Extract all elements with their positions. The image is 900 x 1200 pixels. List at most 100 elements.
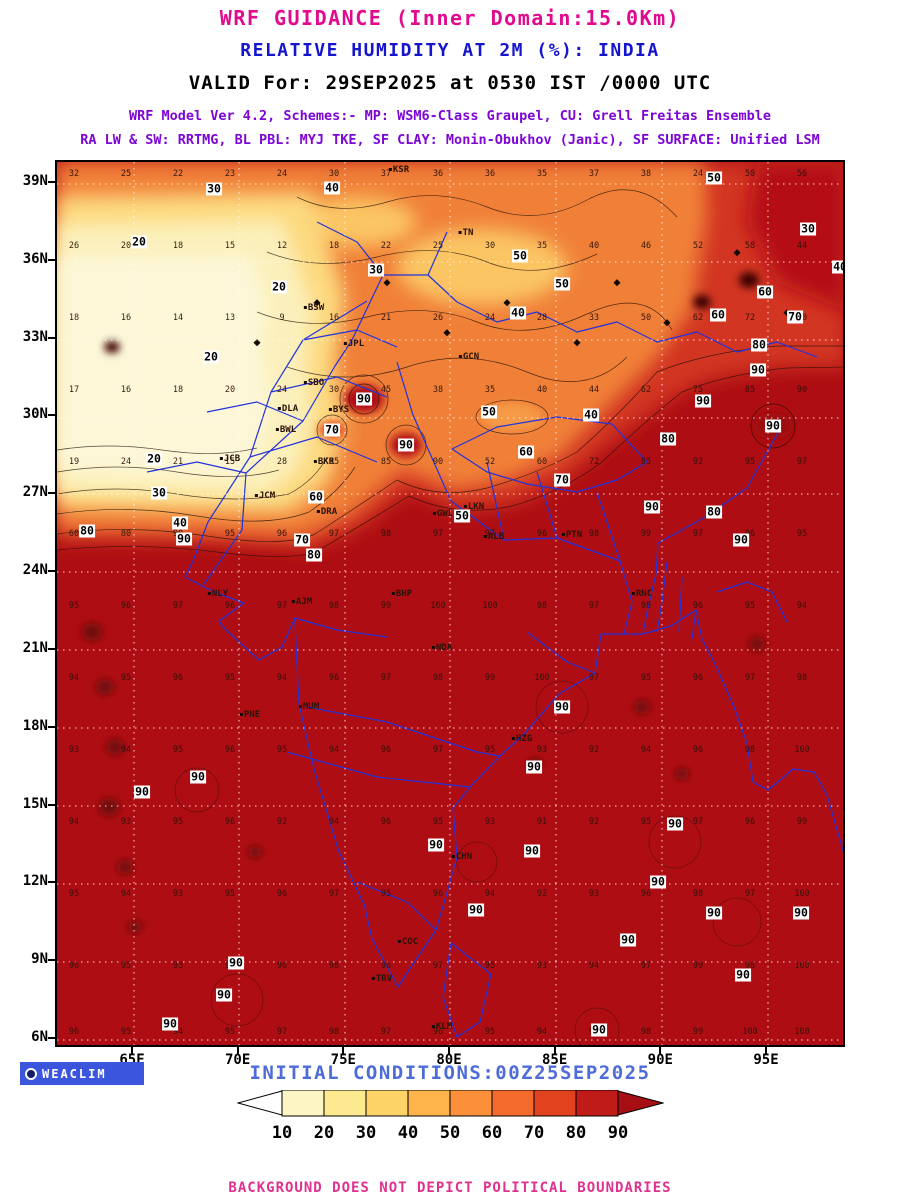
grid-point-value: 93 <box>68 745 80 755</box>
grid-point-value: 97 <box>432 745 444 755</box>
grid-point-value: 18 <box>172 385 184 395</box>
grid-point-value: 97 <box>692 529 704 539</box>
grid-point-value: 95 <box>796 529 808 539</box>
grid-point-value: 94 <box>536 1027 548 1037</box>
grid-point-value: 38 <box>640 169 652 179</box>
grid-point-value: 33 <box>588 313 600 323</box>
grid-point-value: 92 <box>692 457 704 467</box>
grid-point-value: 21 <box>172 457 184 467</box>
grid-point-value: 95 <box>640 673 652 683</box>
contour-label: 20 <box>131 234 147 249</box>
grid-point-value: 90 <box>796 385 808 395</box>
station-label: DRA <box>317 507 337 517</box>
grid-point-value: 93 <box>172 961 184 971</box>
grid-point-value: 18 <box>328 241 340 251</box>
grid-point-value: 100 <box>430 601 446 611</box>
colorbar-arrow-right <box>617 1090 664 1116</box>
grid-point-value: 97 <box>588 601 600 611</box>
grid-point-value: 19 <box>68 457 80 467</box>
grid-point-value: 95 <box>276 745 288 755</box>
grid-point-value: 20 <box>120 241 132 251</box>
grid-point-value: 20 <box>224 385 236 395</box>
field-black-patches <box>104 272 759 353</box>
colorbar-segment <box>575 1090 619 1117</box>
grid-point-value: 99 <box>796 817 808 827</box>
grid-point-value: 95 <box>120 1027 132 1037</box>
colorbar-tick-label: 10 <box>272 1123 292 1142</box>
colorbar-segment <box>407 1090 451 1117</box>
grid-point-value: 90 <box>432 457 444 467</box>
station-label: HZG <box>512 734 532 744</box>
lat-tick-mark <box>48 1037 55 1039</box>
grid-point-value: 56 <box>796 169 808 179</box>
grid-point-value: 38 <box>432 385 444 395</box>
grid-point-value: 96 <box>536 529 548 539</box>
grid-point-value: 97 <box>328 529 340 539</box>
grid-point-value: 99 <box>692 1027 704 1037</box>
station-label: BWL <box>276 425 296 435</box>
grid-point-value: 96 <box>432 1027 444 1037</box>
grid-point-value: 93 <box>172 889 184 899</box>
station-label: JCB <box>220 454 240 464</box>
grid-point-value: 98 <box>328 961 340 971</box>
kaveri-river <box>356 881 437 931</box>
grid-point-value: 96 <box>380 745 392 755</box>
contour-label: 90 <box>428 837 444 852</box>
grid-point-value: 99 <box>380 601 392 611</box>
grid-point-value: 26 <box>432 313 444 323</box>
grid-point-value: 26 <box>68 241 80 251</box>
station-label: NLY <box>208 589 228 599</box>
lat-tick-mark <box>48 181 55 183</box>
grid-point-value: 50 <box>744 169 756 179</box>
grid-point-value: 37 <box>588 169 600 179</box>
field-dark-maroon-blobs <box>82 623 765 933</box>
grid-point-value: 30 <box>328 385 340 395</box>
station-label: RNC <box>632 589 652 599</box>
grid-point-value: 95 <box>224 889 236 899</box>
contour-label: 90 <box>765 418 781 433</box>
contour-label: 40 <box>172 515 188 530</box>
humidity-colorbar: 10 20 30 40 50 60 70 80 90 <box>237 1090 664 1142</box>
grid-point-value: 94 <box>120 889 132 899</box>
page-title: WRF GUIDANCE (Inner Domain:15.0Km) <box>219 6 681 30</box>
grid-point-value: 98 <box>744 745 756 755</box>
grid-point-value: 100 <box>794 1027 810 1037</box>
contour-label: 70 <box>294 532 310 547</box>
colorbar-segment <box>449 1090 493 1117</box>
grid-point-value: 94 <box>120 745 132 755</box>
grid-point-value: 58 <box>744 241 756 251</box>
grid-point-value: 75 <box>692 385 704 395</box>
station-label: BYS <box>329 405 349 415</box>
contour-label: 50 <box>554 276 570 291</box>
grid-point-value: 96 <box>224 601 236 611</box>
grid-point-value: 94 <box>276 673 288 683</box>
grid-point-value: 23 <box>224 169 236 179</box>
grid-point-value: 96 <box>692 673 704 683</box>
peak-markers <box>253 249 791 347</box>
lon-tick-mark <box>131 1047 133 1054</box>
contour-label: 90 <box>356 391 372 406</box>
grid-point-value: 97 <box>744 673 756 683</box>
grid-point-value: 97 <box>432 529 444 539</box>
model-config-line1: WRF Model Ver 4.2, Schemes:- MP: WSM6-Cl… <box>128 108 772 124</box>
grid-point-value: 91 <box>536 817 548 827</box>
contour-label: 90 <box>650 874 666 889</box>
contour-label: 90 <box>216 987 232 1002</box>
colorbar-tick-label: 90 <box>608 1123 628 1142</box>
station-label: MUM <box>299 702 319 712</box>
station-label: COC <box>398 937 418 947</box>
mahanadi-river <box>526 631 596 674</box>
grid-point-value: 97 <box>328 889 340 899</box>
lon-tick-label: 70E <box>225 1052 251 1068</box>
contour-label: 30 <box>368 262 384 277</box>
grid-point-value: 28 <box>276 457 288 467</box>
station-label: GCN <box>459 352 479 362</box>
grid-point-value: 98 <box>692 889 704 899</box>
contour-label: 60 <box>308 489 324 504</box>
grid-point-value: 36 <box>484 169 496 179</box>
grid-point-value: 24 <box>120 457 132 467</box>
grid-point-value: 95 <box>120 673 132 683</box>
grid-point-value: 60 <box>536 457 548 467</box>
contour-label: 90 <box>733 532 749 547</box>
lon-tick-mark <box>448 1047 450 1054</box>
